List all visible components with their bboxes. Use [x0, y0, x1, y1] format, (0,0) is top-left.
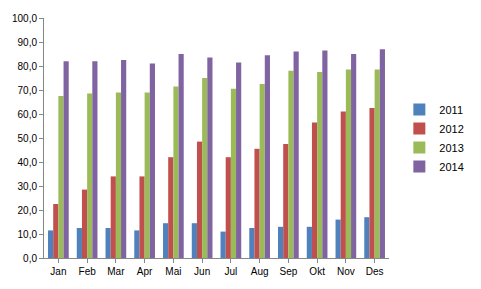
svg-text:70,0: 70,0: [18, 85, 38, 96]
svg-text:Okt: Okt: [309, 266, 325, 277]
svg-text:2012: 2012: [439, 123, 463, 135]
svg-text:Feb: Feb: [79, 266, 97, 277]
svg-text:20,0: 20,0: [18, 205, 38, 216]
svg-text:10,0: 10,0: [18, 229, 38, 240]
svg-text:2011: 2011: [439, 104, 463, 116]
svg-text:Des: Des: [366, 266, 384, 277]
svg-text:Mar: Mar: [107, 266, 125, 277]
svg-text:80,0: 80,0: [18, 61, 38, 72]
svg-text:Jan: Jan: [50, 266, 66, 277]
svg-text:Nov: Nov: [337, 266, 355, 277]
svg-text:Aug: Aug: [251, 266, 269, 277]
svg-text:Apr: Apr: [137, 266, 153, 277]
svg-text:30,0: 30,0: [18, 181, 38, 192]
svg-text:2013: 2013: [439, 142, 463, 154]
svg-text:40,0: 40,0: [18, 157, 38, 168]
svg-text:Jul: Jul: [224, 266, 237, 277]
svg-text:60,0: 60,0: [18, 109, 38, 120]
svg-text:Jun: Jun: [194, 266, 210, 277]
svg-text:90,0: 90,0: [18, 37, 38, 48]
svg-text:100,0: 100,0: [12, 13, 37, 24]
svg-text:50,0: 50,0: [18, 133, 38, 144]
svg-text:Sep: Sep: [279, 266, 297, 277]
svg-text:2014: 2014: [439, 161, 463, 173]
svg-text:Mai: Mai: [165, 266, 181, 277]
svg-text:0,0: 0,0: [23, 253, 37, 264]
